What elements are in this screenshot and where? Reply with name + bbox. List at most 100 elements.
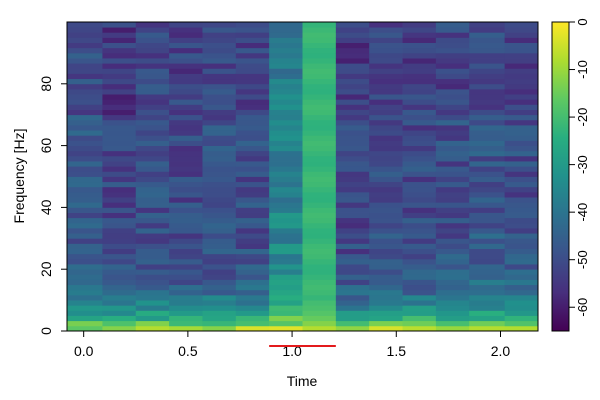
heatmap-cell bbox=[269, 284, 303, 291]
heatmap-cell bbox=[504, 248, 539, 255]
heatmap-cell bbox=[369, 171, 403, 177]
heatmap-cell bbox=[469, 222, 506, 229]
heatmap-cell bbox=[202, 228, 237, 234]
heatmap-cell bbox=[269, 300, 303, 306]
heatmap-cell bbox=[67, 305, 103, 311]
heatmap-cell bbox=[402, 320, 437, 327]
heatmap-cell bbox=[102, 78, 137, 85]
heatmap-cell bbox=[235, 197, 270, 203]
heatmap-cell bbox=[469, 73, 506, 80]
heatmap-cell bbox=[67, 130, 103, 136]
heatmap-cell bbox=[435, 176, 470, 183]
heatmap-cell bbox=[202, 37, 237, 43]
heatmap-cell bbox=[369, 243, 403, 249]
heatmap-cell bbox=[369, 22, 403, 28]
heatmap-cell bbox=[504, 222, 539, 229]
heatmap-cell bbox=[169, 315, 203, 322]
heatmap-cell bbox=[269, 171, 303, 177]
heatmap-cell bbox=[202, 274, 237, 280]
heatmap-cell bbox=[302, 294, 337, 301]
heatmap-cell bbox=[169, 150, 203, 157]
heatmap-cell bbox=[369, 166, 403, 172]
heatmap-cell bbox=[202, 42, 237, 49]
heatmap-cell bbox=[504, 264, 539, 270]
heatmap-cell bbox=[235, 248, 270, 255]
heatmap-cell bbox=[135, 243, 170, 249]
heatmap-cell bbox=[504, 294, 539, 301]
heatmap-cell bbox=[102, 83, 137, 90]
heatmap-cell bbox=[335, 264, 370, 270]
heatmap-cell bbox=[335, 32, 370, 38]
heatmap-cell bbox=[269, 181, 303, 188]
heatmap-cell bbox=[302, 119, 337, 126]
heatmap-cell bbox=[169, 325, 203, 332]
heatmap-cell bbox=[504, 135, 539, 141]
heatmap-cell bbox=[235, 289, 270, 296]
heatmap-cell bbox=[435, 166, 470, 172]
heatmap-cell bbox=[202, 119, 237, 126]
heatmap-cell bbox=[335, 320, 370, 327]
heatmap-cell bbox=[102, 233, 137, 239]
heatmap-cell bbox=[302, 264, 337, 270]
heatmap-cell bbox=[369, 197, 403, 203]
heatmap-cell bbox=[67, 135, 103, 141]
heatmap-cell bbox=[102, 181, 137, 188]
heatmap-cell bbox=[402, 27, 437, 33]
heatmap-cell bbox=[235, 238, 270, 244]
heatmap-cell bbox=[67, 212, 103, 219]
heatmap-cell bbox=[302, 258, 337, 265]
heatmap-cell bbox=[169, 83, 203, 90]
heatmap-cell bbox=[169, 73, 203, 80]
heatmap-cell bbox=[169, 228, 203, 234]
heatmap-cell bbox=[402, 166, 437, 172]
heatmap-cell bbox=[269, 161, 303, 167]
heatmap-cell bbox=[469, 171, 506, 177]
heatmap-cell bbox=[369, 315, 403, 322]
heatmap-cell bbox=[469, 58, 506, 64]
heatmap-cell bbox=[469, 130, 506, 136]
heatmap-cell bbox=[67, 248, 103, 255]
heatmap-cell bbox=[202, 294, 237, 301]
heatmap-cell bbox=[402, 22, 437, 28]
heatmap-cell bbox=[335, 233, 370, 239]
heatmap-cell bbox=[469, 22, 506, 28]
y-tick-label: 20 bbox=[38, 261, 54, 277]
heatmap-cell bbox=[235, 27, 270, 33]
heatmap-cell bbox=[269, 212, 303, 219]
heatmap-cell bbox=[402, 63, 437, 69]
heatmap-cell bbox=[369, 191, 403, 198]
heatmap-cell bbox=[169, 119, 203, 126]
heatmap-cell bbox=[135, 109, 170, 116]
heatmap-cell bbox=[402, 94, 437, 100]
heatmap-cell bbox=[235, 294, 270, 301]
heatmap-cell bbox=[402, 274, 437, 280]
heatmap-cell bbox=[469, 305, 506, 311]
plot-frame bbox=[66, 21, 539, 332]
heatmap-cell bbox=[235, 274, 270, 280]
heatmap-cell bbox=[102, 68, 137, 74]
heatmap-cell bbox=[402, 289, 437, 296]
heatmap-cell bbox=[302, 171, 337, 177]
heatmap-cell bbox=[504, 300, 539, 306]
heatmap-cell bbox=[235, 212, 270, 219]
heatmap-cell bbox=[435, 150, 470, 157]
colorbar-tick-label: -10 bbox=[575, 60, 590, 79]
heatmap-cell bbox=[269, 155, 303, 162]
heatmap-cell bbox=[202, 52, 237, 59]
heatmap-cell bbox=[504, 58, 539, 64]
heatmap-cell bbox=[469, 94, 506, 100]
heatmap-cell bbox=[469, 99, 506, 105]
heatmap-cell bbox=[269, 274, 303, 280]
heatmap-cell bbox=[469, 88, 506, 95]
heatmap-cell bbox=[335, 217, 370, 224]
heatmap-cell bbox=[67, 88, 103, 95]
heatmap-cell bbox=[335, 135, 370, 141]
heatmap-cell bbox=[469, 274, 506, 280]
heatmap-cell bbox=[235, 52, 270, 59]
heatmap-cell bbox=[135, 233, 170, 239]
heatmap-cell bbox=[202, 145, 237, 152]
heatmap-cell bbox=[335, 78, 370, 85]
heatmap-cell bbox=[67, 47, 103, 54]
heatmap-cell bbox=[302, 114, 337, 121]
heatmap-cell bbox=[67, 73, 103, 80]
